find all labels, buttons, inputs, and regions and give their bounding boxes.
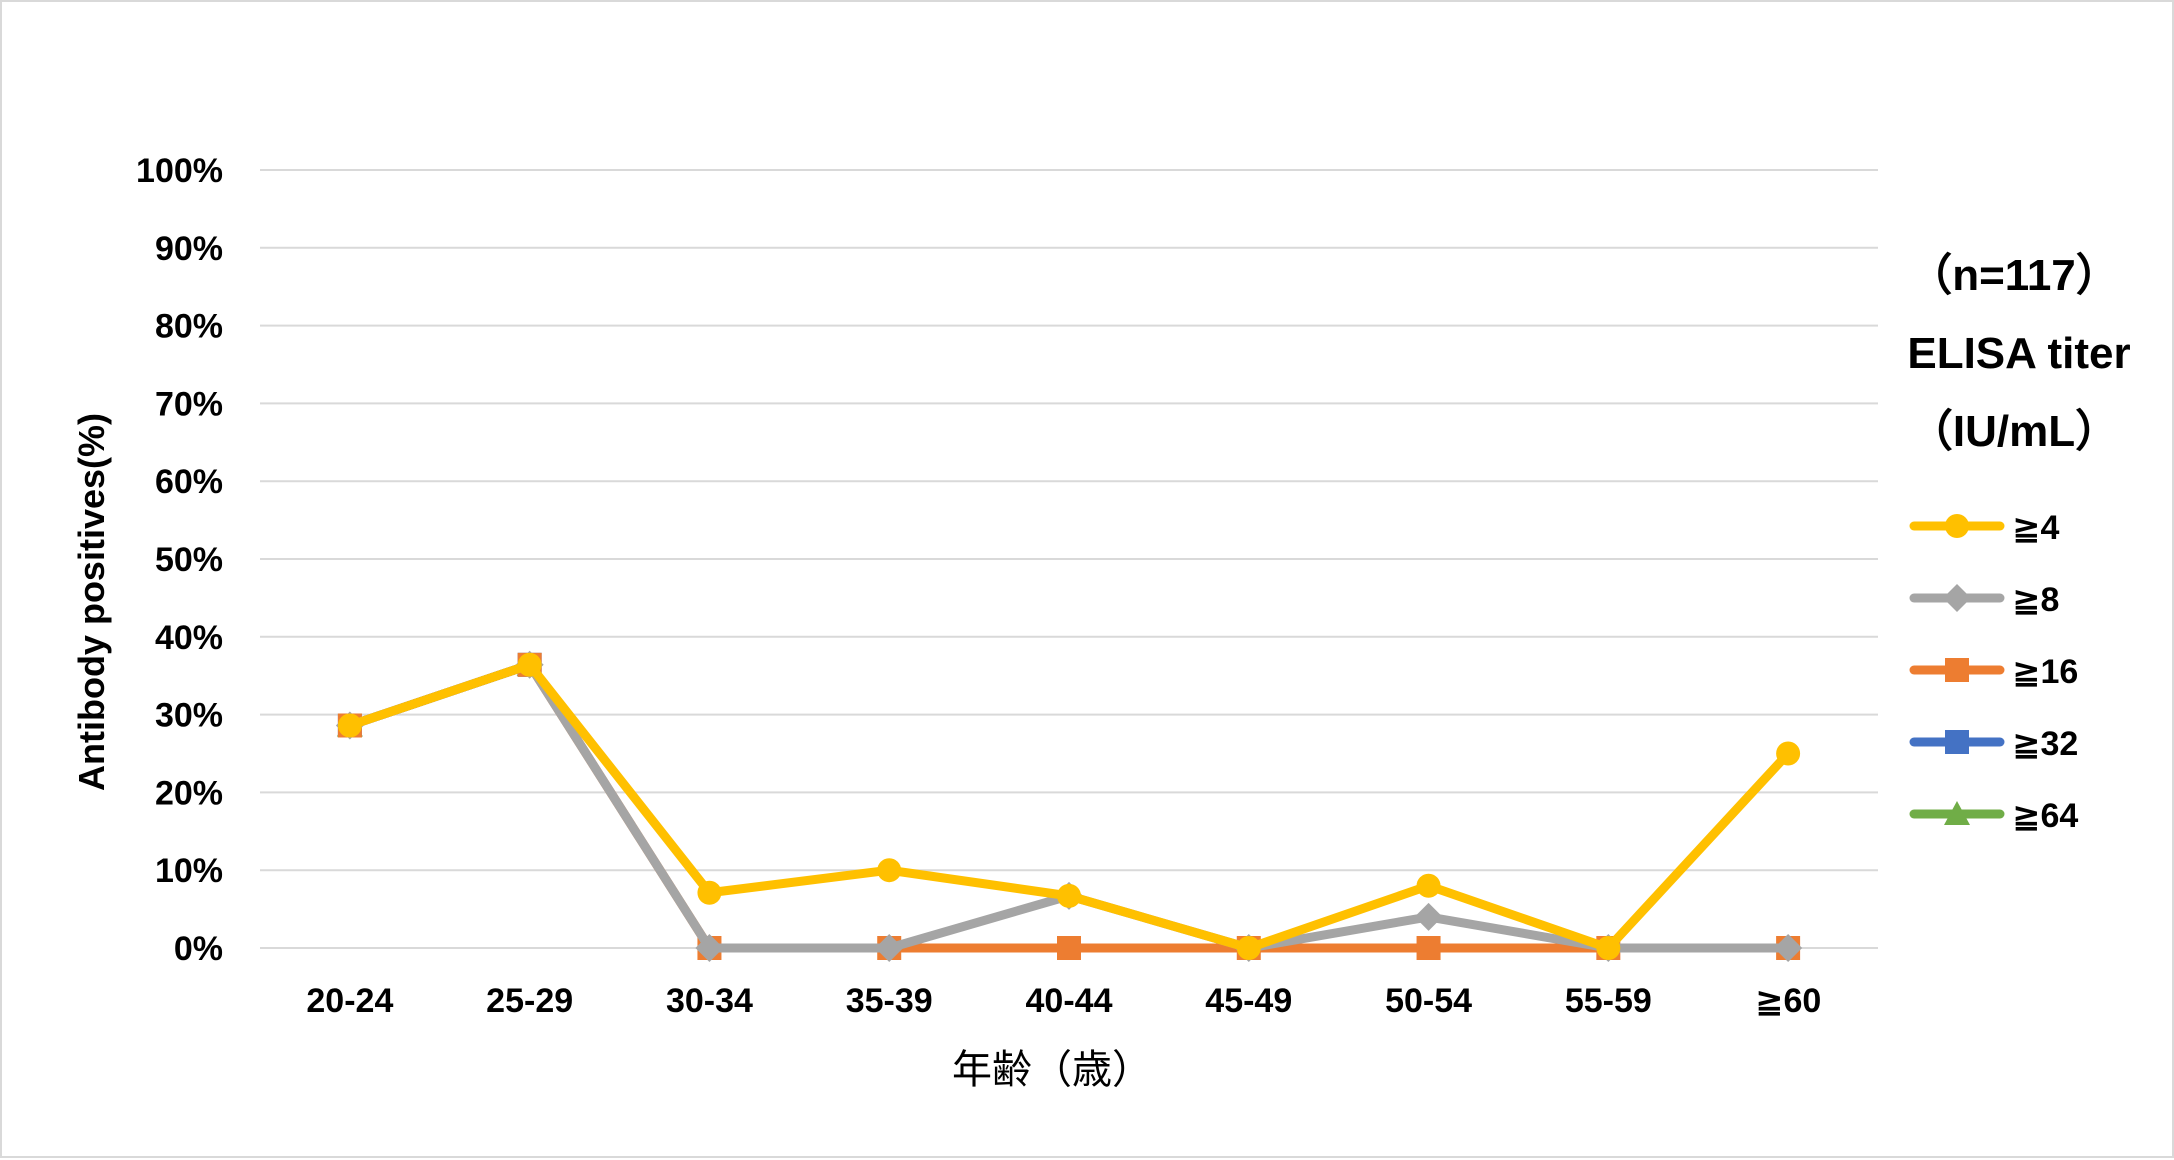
data-point bbox=[697, 880, 722, 905]
y-tick-label: 40% bbox=[155, 619, 223, 657]
x-axis-tick-labels: 20-24 25-29 30-34 35-39 40-44 45-49 50-54 55-59… bbox=[306, 982, 1821, 1020]
legend-label: ≧32 bbox=[2012, 725, 2078, 763]
y-tick-label: 0% bbox=[174, 930, 223, 968]
data-point bbox=[695, 934, 724, 962]
x-tick-label: 20-24 bbox=[306, 982, 393, 1020]
legend-item: ≧32 bbox=[1909, 725, 2078, 763]
data-point bbox=[1416, 873, 1441, 898]
x-tick-label: 25-29 bbox=[486, 982, 573, 1020]
y-tick-label: 90% bbox=[155, 230, 223, 268]
data-point bbox=[1596, 936, 1621, 960]
x-axis-title: 年齢（歳） bbox=[952, 1047, 1152, 1093]
legend-item: ≧4 bbox=[1909, 509, 2059, 547]
x-tick-label: 55-59 bbox=[1565, 982, 1652, 1020]
x-tick-label: 45-49 bbox=[1205, 982, 1292, 1020]
data-point bbox=[337, 713, 362, 738]
legend-item: ≧8 bbox=[1909, 581, 2059, 619]
y-tick-label: 100% bbox=[136, 152, 223, 190]
x-tick-label: 40-44 bbox=[1026, 982, 1113, 1020]
legend-item: ≧64 bbox=[1909, 797, 2078, 835]
legend-header-title: ELISA titer bbox=[1907, 329, 2130, 378]
x-tick-label: 50-54 bbox=[1385, 982, 1472, 1020]
legend-swatch-marker bbox=[1945, 658, 1969, 682]
legend-label: ≧16 bbox=[2012, 653, 2078, 691]
gridlines bbox=[260, 169, 1878, 949]
legend-label: ≧8 bbox=[2012, 581, 2059, 619]
x-tick-label: 30-34 bbox=[666, 982, 753, 1020]
legend: （n=117） ELISA titer （IU/mL） ≧4 ≧8 ≧16 ≧32 ≧6… bbox=[1907, 251, 2130, 835]
series-≧4 bbox=[337, 652, 1801, 960]
x-tick-label: ≧60 bbox=[1755, 982, 1821, 1020]
data-point bbox=[517, 652, 542, 677]
data-point bbox=[1776, 741, 1801, 766]
data-point bbox=[1774, 934, 1803, 962]
legend-header-n: （n=117） bbox=[1908, 251, 2120, 300]
data-point bbox=[1057, 883, 1081, 908]
y-tick-label: 80% bbox=[155, 308, 223, 346]
data-point bbox=[1057, 936, 1081, 960]
legend-header-unit: （IU/mL） bbox=[1909, 407, 2119, 456]
y-tick-label: 50% bbox=[155, 541, 223, 579]
y-tick-label: 60% bbox=[155, 463, 223, 501]
legend-label: ≧4 bbox=[2012, 509, 2059, 547]
legend-item: ≧16 bbox=[1909, 653, 2078, 691]
data-point bbox=[875, 934, 904, 962]
x-tick-label: 35-39 bbox=[846, 982, 933, 1020]
data-point bbox=[1236, 936, 1261, 960]
data-point bbox=[877, 858, 902, 883]
legend-label: ≧64 bbox=[2012, 797, 2078, 835]
legend-swatch-marker bbox=[1944, 801, 1970, 825]
y-tick-label: 30% bbox=[155, 697, 223, 735]
series-lines bbox=[335, 650, 1803, 962]
y-tick-label: 70% bbox=[155, 385, 223, 423]
y-axis-title: Antibody positives(%) bbox=[71, 413, 112, 791]
y-axis-tick-labels: 0% 10% 20% 30% 40% 50% 60% 70% 80% 90% 100% bbox=[136, 152, 223, 968]
legend-swatch-marker bbox=[1943, 584, 1971, 612]
data-point bbox=[1416, 936, 1441, 960]
y-tick-label: 10% bbox=[155, 852, 223, 890]
legend-swatch-marker bbox=[1945, 730, 1969, 754]
data-point bbox=[1414, 902, 1443, 931]
legend-swatch-marker bbox=[1945, 514, 1969, 538]
y-tick-label: 20% bbox=[155, 774, 223, 812]
